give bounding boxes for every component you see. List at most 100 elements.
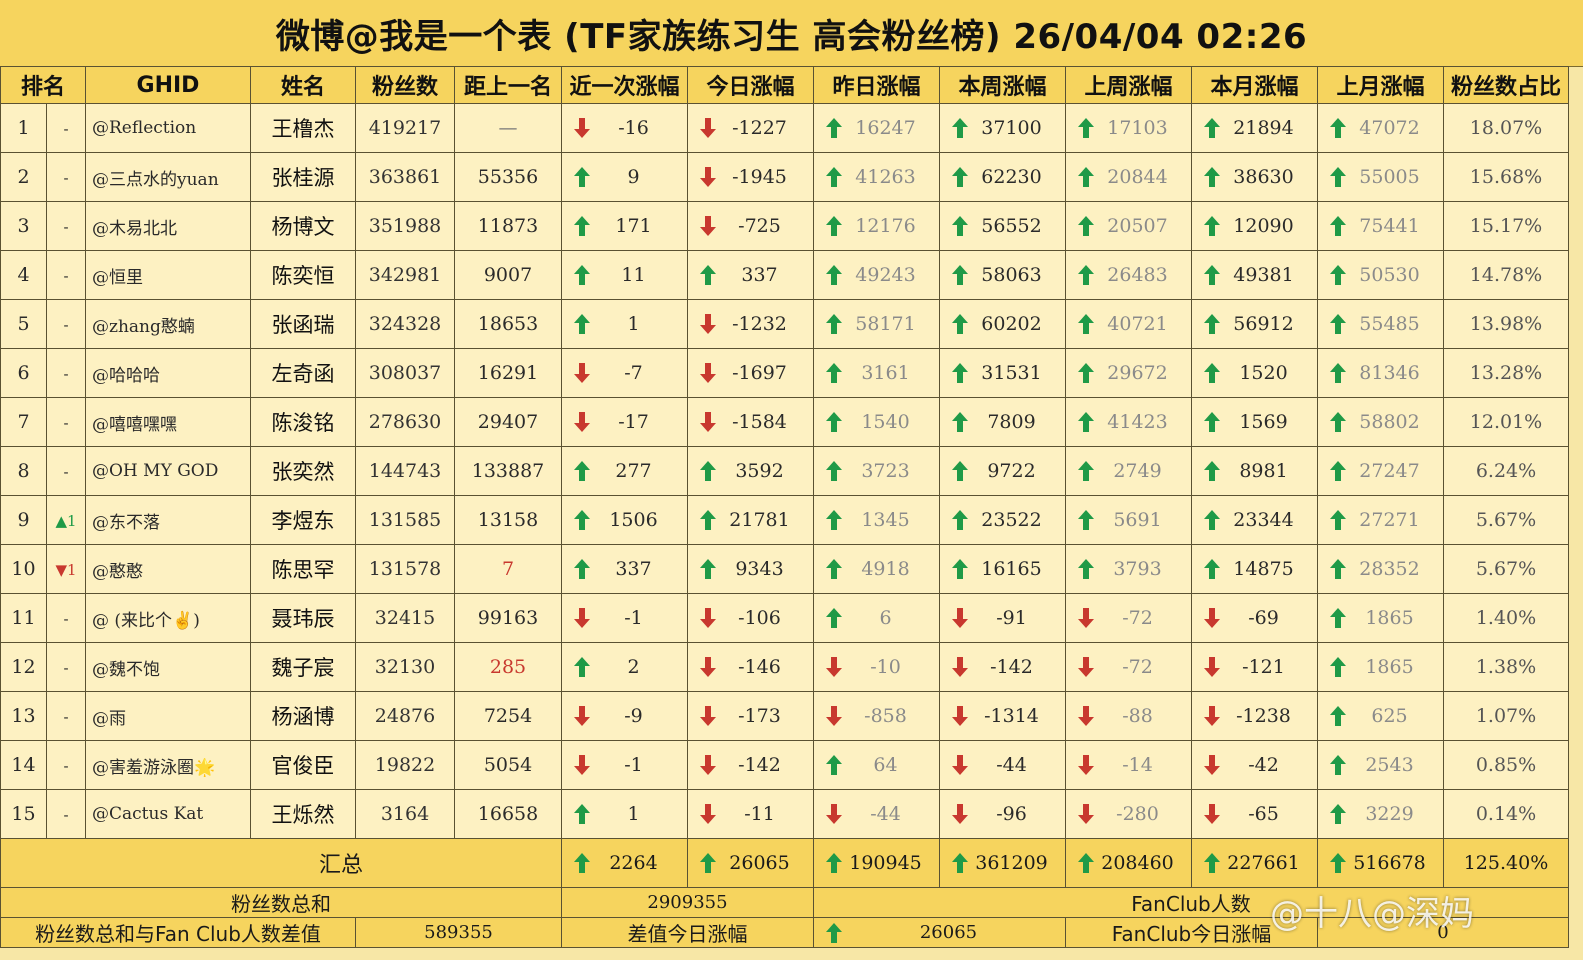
change-cell: 2264 bbox=[561, 838, 688, 888]
change-value: 3592 bbox=[735, 460, 784, 482]
up-arrow-icon bbox=[815, 215, 847, 237]
name-cell: 王橹杰 bbox=[250, 103, 356, 153]
up-arrow-icon bbox=[941, 509, 973, 531]
change-cell: -121 bbox=[1191, 642, 1318, 692]
change-value: 625 bbox=[1371, 705, 1408, 727]
name-cell: 官俊臣 bbox=[250, 740, 356, 790]
name-cell: 张桂源 bbox=[250, 152, 356, 202]
change-cell: 9 bbox=[561, 152, 688, 202]
change-value: -858 bbox=[864, 705, 907, 727]
percent-cell: 13.98% bbox=[1443, 299, 1569, 349]
rank-change-cell: - bbox=[46, 201, 86, 251]
gap-cell: 16658 bbox=[454, 789, 562, 839]
gap-cell: 133887 bbox=[454, 446, 562, 496]
column-header: 距上一名 bbox=[454, 66, 562, 104]
up-arrow-icon bbox=[563, 558, 595, 580]
change-value: 14875 bbox=[1233, 558, 1294, 580]
rank-change-cell: ▲1 bbox=[46, 495, 86, 545]
change-value: 27247 bbox=[1359, 460, 1420, 482]
change-cell: 31531 bbox=[939, 348, 1066, 398]
change-cell: 1345 bbox=[813, 495, 940, 545]
change-value: 40721 bbox=[1107, 313, 1168, 335]
up-arrow-icon bbox=[563, 460, 595, 482]
summary-label: 汇总 bbox=[0, 838, 562, 888]
change-cell: -42 bbox=[1191, 740, 1318, 790]
change-value: 16165 bbox=[981, 558, 1042, 580]
change-value: 26483 bbox=[1107, 264, 1168, 286]
ghid-cell: @憨憨 bbox=[85, 544, 251, 594]
change-value: 47072 bbox=[1359, 117, 1420, 139]
change-value: 227661 bbox=[1227, 852, 1300, 874]
rank-change-cell: - bbox=[46, 642, 86, 692]
change-value: 1569 bbox=[1239, 411, 1288, 433]
down-arrow-icon bbox=[941, 803, 973, 825]
gap-cell: — bbox=[454, 103, 562, 153]
change-value: 2543 bbox=[1365, 754, 1414, 776]
change-value: 9722 bbox=[987, 460, 1036, 482]
rank-change-cell: - bbox=[46, 593, 86, 643]
change-cell: 56912 bbox=[1191, 299, 1318, 349]
up-arrow-icon bbox=[1319, 509, 1351, 531]
rank-change-cell: - bbox=[46, 446, 86, 496]
change-cell: -7 bbox=[561, 348, 688, 398]
percent-cell: 18.07% bbox=[1443, 103, 1569, 153]
rank-change: - bbox=[63, 414, 69, 432]
change-value: -7 bbox=[624, 362, 643, 384]
change-value: -44 bbox=[996, 754, 1027, 776]
down-arrow-icon bbox=[563, 754, 595, 776]
rank-change: - bbox=[63, 316, 69, 334]
up-arrow-icon bbox=[1319, 313, 1351, 335]
change-value: 337 bbox=[615, 558, 652, 580]
change-value: 56912 bbox=[1233, 313, 1294, 335]
percent-cell: 13.28% bbox=[1443, 348, 1569, 398]
up-arrow-icon bbox=[1193, 117, 1225, 139]
table-row: 11- @ (来比个✌) 聂玮辰 32415 99163 -1 -106 6 -91 -72 -69… bbox=[0, 593, 1569, 643]
gap-cell: 285 bbox=[454, 642, 562, 692]
change-cell: 14875 bbox=[1191, 544, 1318, 594]
ghid-cell: @恒里 bbox=[85, 250, 251, 300]
summary-percent: 125.40% bbox=[1443, 838, 1569, 888]
change-value: 2749 bbox=[1113, 460, 1162, 482]
change-cell: 2543 bbox=[1317, 740, 1444, 790]
name-cell: 张奕然 bbox=[250, 446, 356, 496]
rank-cell: 9 bbox=[0, 495, 47, 545]
table-row: 8- @OH MY GOD 张奕然 144743 133887 277 3592 3723 97… bbox=[0, 446, 1569, 496]
up-arrow-icon bbox=[1067, 411, 1099, 433]
up-arrow-icon bbox=[1193, 166, 1225, 188]
up-arrow-icon bbox=[941, 362, 973, 384]
fans-cell: 278630 bbox=[355, 397, 455, 447]
up-arrow-icon bbox=[1319, 656, 1351, 678]
column-header: 粉丝数 bbox=[355, 66, 455, 104]
fans-cell: 19822 bbox=[355, 740, 455, 790]
summary-row: 汇总 2264 26065 190945 361209 208460 227661 51667… bbox=[0, 838, 1569, 888]
rank-change-cell: - bbox=[46, 348, 86, 398]
change-cell: -14 bbox=[1065, 740, 1192, 790]
diff-today-label: 差值今日涨幅 bbox=[561, 917, 814, 948]
change-value: -146 bbox=[738, 656, 781, 678]
change-value: 3161 bbox=[861, 362, 910, 384]
change-value: 12090 bbox=[1233, 215, 1294, 237]
change-cell: 171 bbox=[561, 201, 688, 251]
ghid-cell: @东不落 bbox=[85, 495, 251, 545]
ghid-cell: @OH MY GOD bbox=[85, 446, 251, 496]
name-cell: 聂玮辰 bbox=[250, 593, 356, 643]
up-arrow-icon bbox=[815, 117, 847, 139]
percent-cell: 1.07% bbox=[1443, 691, 1569, 741]
down-arrow-icon bbox=[689, 656, 721, 678]
change-cell: 56552 bbox=[939, 201, 1066, 251]
change-value: 361209 bbox=[975, 852, 1048, 874]
change-value: 29672 bbox=[1107, 362, 1168, 384]
change-cell: -1 bbox=[561, 740, 688, 790]
gap-cell: 9007 bbox=[454, 250, 562, 300]
up-arrow-icon bbox=[815, 264, 847, 286]
rank-change: - bbox=[63, 659, 69, 677]
change-value: 49381 bbox=[1233, 264, 1294, 286]
table-row: 14- @害羞游泳圈🌟 官俊臣 19822 5054 -1 -142 64 -44 -14 -42 2… bbox=[0, 740, 1569, 790]
diff-today-value: 26065 bbox=[919, 922, 978, 943]
change-value: 2264 bbox=[609, 852, 658, 874]
change-cell: 6 bbox=[813, 593, 940, 643]
up-arrow-icon bbox=[815, 313, 847, 335]
down-arrow-icon bbox=[815, 656, 847, 678]
rank-change-cell: - bbox=[46, 299, 86, 349]
column-header: 近一次涨幅 bbox=[561, 66, 688, 104]
